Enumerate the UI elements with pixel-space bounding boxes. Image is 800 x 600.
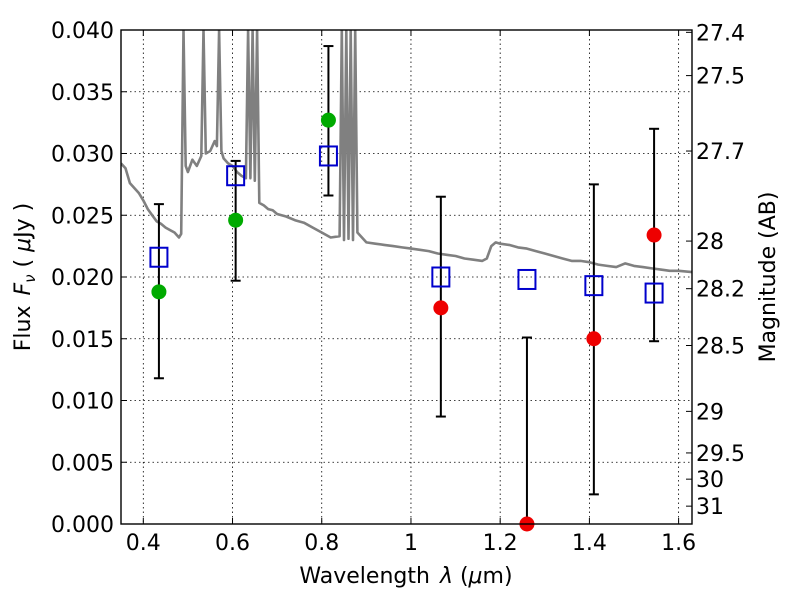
model-points-layer [149, 145, 664, 304]
x-tick-label: 1.6 [661, 531, 696, 556]
y-tick-label: 0.015 [51, 328, 114, 353]
model-point [584, 275, 604, 297]
y-tick-label: 0.030 [51, 143, 114, 168]
model-point [644, 282, 664, 304]
errorbar-layer [153, 45, 660, 525]
observed-point-green [320, 112, 336, 128]
observed-point-green [151, 284, 167, 300]
y2-axis-label: Magnitude (AB) [756, 192, 781, 363]
y2-tick-label: 29 [696, 400, 724, 425]
y-tick-label: 0.020 [51, 266, 114, 291]
x-axis-label: Wavelength λ (μm) [299, 564, 512, 589]
model-point [149, 246, 169, 268]
model-point [431, 266, 451, 288]
observed-point-green [228, 212, 244, 228]
model-point [517, 268, 537, 290]
y-tick-label: 0.040 [51, 19, 114, 44]
observed-point-red [433, 300, 449, 316]
y2-tick-label: 28 [696, 230, 724, 255]
x-tick-label: 0.8 [304, 531, 339, 556]
observed-point-red [646, 227, 662, 243]
y-tick-label: 0.000 [51, 513, 114, 538]
y2-tick-label: 28.5 [696, 334, 745, 359]
y2-tick-label: 29.5 [696, 442, 745, 467]
grid-lines [121, 29, 692, 525]
y2-tick-label: 27.5 [696, 65, 745, 90]
model-point [318, 145, 338, 167]
observed-point-red [586, 331, 602, 347]
observed-points-layer [151, 112, 662, 532]
y2-tick-label: 28.2 [696, 278, 745, 303]
y2-tick-label: 27.4 [696, 21, 745, 46]
axis-ticks: 0.4 0.6 0.8 1 1.2 1.4 1.6 0.000 0.005 0.010 0.015 0… [51, 19, 745, 556]
y-tick-label: 0.035 [51, 81, 114, 106]
x-tick-label: 1 [404, 531, 418, 556]
y2-tick-label: 30 [696, 468, 724, 493]
y-tick-label: 0.010 [51, 390, 114, 415]
x-tick-label: 1.2 [483, 531, 518, 556]
y-tick-label: 0.025 [51, 204, 114, 229]
model-point [226, 165, 246, 187]
x-tick-label: 1.4 [572, 531, 607, 556]
y2-tick-label: 31 [696, 495, 724, 520]
y-tick-label: 0.005 [51, 451, 114, 476]
y2-tick-label: 27.7 [696, 140, 745, 165]
x-tick-label: 0.4 [126, 531, 161, 556]
y-axis-label: FluxFν ( μJy ) [11, 203, 39, 351]
spectrum-line [121, 30, 692, 274]
x-tick-label: 0.6 [215, 531, 250, 556]
spectrum-layer [121, 30, 692, 274]
